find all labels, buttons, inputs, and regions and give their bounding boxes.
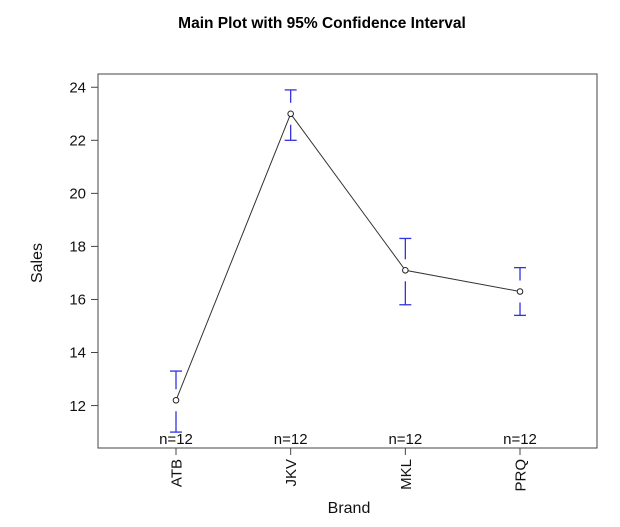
mean-point: [287, 110, 294, 118]
x-tick-label: ATB: [169, 459, 186, 487]
n-label: n=12: [388, 431, 422, 448]
plot-box: [97, 73, 598, 449]
mean-point: [516, 288, 524, 295]
chart-title: Main Plot with 95% Confidence Interval: [178, 15, 466, 32]
mean-point: [172, 396, 180, 404]
y-tick-label: 20: [69, 186, 86, 203]
x-tick-label: JKV: [283, 459, 300, 487]
x-tick-label: MKL: [398, 459, 415, 490]
y-tick-label: 12: [69, 398, 86, 415]
mean-line: [175, 112, 521, 401]
n-label: n=12: [274, 431, 308, 448]
x-axis-label: Brand: [327, 500, 371, 517]
n-label: n=12: [159, 431, 193, 448]
y-tick-label: 24: [69, 79, 86, 96]
mean-point: [402, 266, 409, 274]
y-tick-label: 22: [69, 133, 86, 150]
y-tick-label: 18: [69, 239, 86, 256]
y-tick-label: 16: [69, 292, 86, 309]
n-label: n=12: [503, 431, 537, 448]
x-tick-label: PRQ: [513, 459, 530, 492]
y-tick-label: 14: [69, 345, 86, 362]
